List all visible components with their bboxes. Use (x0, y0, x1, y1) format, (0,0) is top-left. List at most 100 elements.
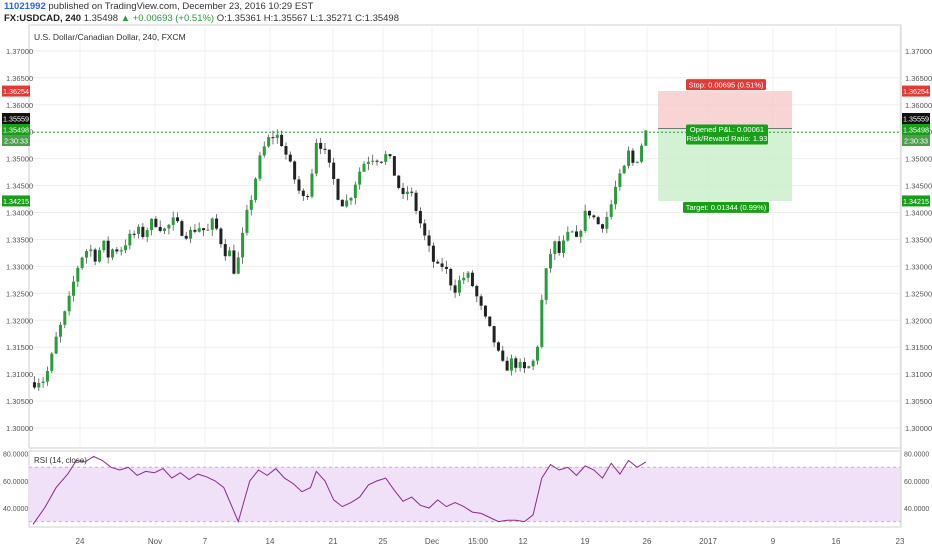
y-axis-right-tick: 1.36500 (905, 74, 932, 83)
candle (392, 156, 396, 176)
x-axis-tick: 9 (771, 537, 776, 546)
x-axis-tick: 21 (329, 537, 338, 546)
candle (215, 218, 219, 229)
candle (535, 346, 539, 361)
candle (566, 231, 570, 241)
low-value: L:1.35271 (310, 13, 353, 24)
candle (384, 154, 388, 162)
x-axis-tick: 14 (266, 537, 275, 546)
candle (575, 231, 579, 237)
x-axis-tick: Nov (148, 537, 162, 546)
candle (601, 224, 605, 229)
candle (37, 382, 41, 388)
candle (427, 235, 431, 246)
y-axis-left-tick: 1.36000 (6, 101, 33, 110)
candle (488, 316, 492, 327)
rsi-right-tick: 80.0000 (904, 452, 929, 459)
candle (501, 350, 505, 361)
candle (150, 218, 154, 231)
candle (293, 161, 297, 180)
stop-zone[interactable] (658, 91, 792, 129)
rr-label: Risk/Reward Ratio: 1.93 (687, 134, 768, 143)
x-axis-tick: 16 (832, 537, 841, 546)
candle (444, 266, 448, 269)
candle (379, 161, 383, 163)
candle (605, 216, 609, 229)
candle (54, 336, 58, 354)
stop-label: Stop: 0.00695 (0.51%) (688, 80, 764, 89)
x-axis-tick: Dec (425, 537, 439, 546)
pnl-box (686, 124, 768, 145)
candle (579, 231, 583, 237)
candle (223, 244, 227, 257)
candle (592, 215, 596, 218)
candle (158, 226, 162, 231)
candle (232, 250, 236, 274)
candle (388, 154, 392, 157)
rsi-band (30, 467, 900, 522)
y-axis-left-tick: 1.30500 (6, 397, 33, 406)
candle (631, 150, 635, 163)
candle (336, 178, 340, 200)
candle (154, 218, 158, 227)
candle (553, 241, 557, 255)
candle (405, 191, 409, 195)
candle (418, 210, 422, 224)
x-axis-tick: 19 (581, 537, 590, 546)
rsi-left-tick: 40.0000 (3, 506, 28, 513)
candle (163, 228, 167, 231)
candle (197, 228, 201, 232)
candle (93, 249, 97, 262)
left-stop-price: 1.36254 (3, 87, 29, 96)
main-pane[interactable] (28, 24, 902, 449)
candle (583, 210, 587, 232)
rsi-left-tick: 60.0000 (3, 479, 28, 486)
ohlc-line: FX:USDCAD, 240 1.35498 ▲ +0.00693 (+0.51… (4, 13, 399, 24)
candle (332, 162, 336, 179)
right-target-price: 1.34215 (903, 197, 929, 206)
candle (124, 245, 128, 251)
target-label-box (683, 201, 769, 213)
y-axis-left-tick: 1.32000 (6, 316, 33, 325)
right-current-price: 1.35498 (903, 126, 929, 135)
x-axis-tick: 12 (519, 537, 528, 546)
y-axis-left-tick: 1.32500 (6, 289, 33, 298)
candle (319, 142, 323, 149)
candle (323, 148, 327, 150)
x-axis-tick: 25 (379, 537, 388, 546)
symbol-label[interactable]: FX:USDCAD, 240 (4, 13, 82, 24)
candle (622, 165, 626, 174)
candle (358, 171, 362, 185)
candle (102, 240, 106, 251)
candle (67, 295, 71, 312)
candle (45, 370, 49, 382)
candle (71, 281, 75, 296)
candle (89, 249, 93, 252)
candle (202, 228, 206, 231)
close-value: C:1.35498 (355, 13, 399, 24)
candle (327, 149, 331, 163)
candle (527, 366, 531, 369)
candle (267, 137, 271, 147)
candle (431, 245, 435, 262)
left-stop-price-bg (2, 85, 30, 97)
rsi-left-tick: 80.0000 (3, 452, 28, 459)
rsi-right-tick: 60.0000 (904, 479, 929, 486)
y-axis-left-tick: 1.31500 (6, 343, 33, 352)
stop-label-box (686, 79, 766, 91)
right-current-price-bg (902, 124, 930, 136)
candle (401, 187, 405, 195)
candle (128, 233, 132, 246)
candle (241, 232, 245, 258)
candle (466, 272, 470, 278)
x-axis-tick: 24 (76, 537, 85, 546)
right-target-price-bg (902, 195, 930, 207)
author-link[interactable]: 11021992 (4, 1, 46, 12)
candle (180, 221, 184, 236)
candle (193, 229, 197, 232)
y-axis-left-tick: 1.34500 (6, 182, 33, 191)
y-axis-left-tick: 1.30000 (6, 424, 33, 433)
candle (371, 160, 375, 162)
candle (345, 200, 349, 207)
